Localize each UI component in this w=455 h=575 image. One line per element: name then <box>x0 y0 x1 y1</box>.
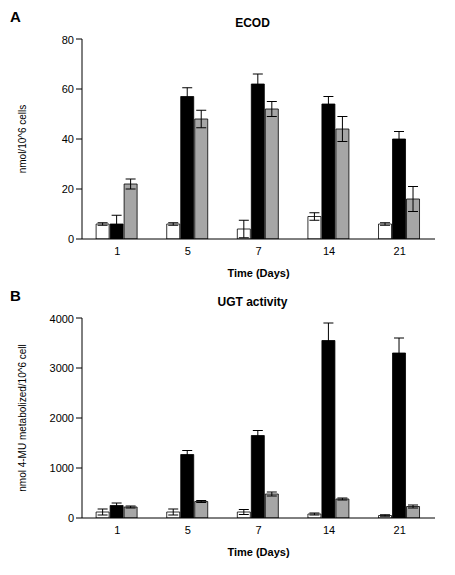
svg-text:3000: 3000 <box>50 362 74 374</box>
svg-text:nmol/10^6 cells: nmol/10^6 cells <box>17 105 28 174</box>
svg-text:20: 20 <box>62 183 74 195</box>
svg-text:5: 5 <box>185 245 191 257</box>
html-text:A: A <box>10 8 21 25</box>
svg-text:14: 14 <box>323 245 335 257</box>
svg-text:Time (Days): Time (Days) <box>227 267 289 279</box>
svg-text:7: 7 <box>255 524 261 536</box>
svg-text:60: 60 <box>62 83 74 95</box>
svg-text:40: 40 <box>62 133 74 145</box>
html-text:B: B <box>10 287 21 304</box>
svg-text:21: 21 <box>394 245 406 257</box>
html-text:UGT activity: UGT activity <box>217 295 288 309</box>
svg-text:1000: 1000 <box>50 462 74 474</box>
svg-text:2000: 2000 <box>50 412 74 424</box>
svg-text:Time (Days): Time (Days) <box>227 546 289 558</box>
svg-text:4000: 4000 <box>50 313 74 325</box>
svg-text:1: 1 <box>114 524 120 536</box>
svg-text:1: 1 <box>114 245 120 257</box>
svg-text:5: 5 <box>185 524 191 536</box>
svg-text:80: 80 <box>62 34 74 46</box>
svg-text:0: 0 <box>68 512 74 524</box>
svg-text:14: 14 <box>323 524 335 536</box>
svg-text:0: 0 <box>68 233 74 245</box>
svg-text:21: 21 <box>394 524 406 536</box>
svg-text:7: 7 <box>255 245 261 257</box>
svg-text:nmol 4-MU metabolized/10^6 cel: nmol 4-MU metabolized/10^6 cell <box>17 344 28 492</box>
html-text:ECOD: ECOD <box>235 16 270 30</box>
